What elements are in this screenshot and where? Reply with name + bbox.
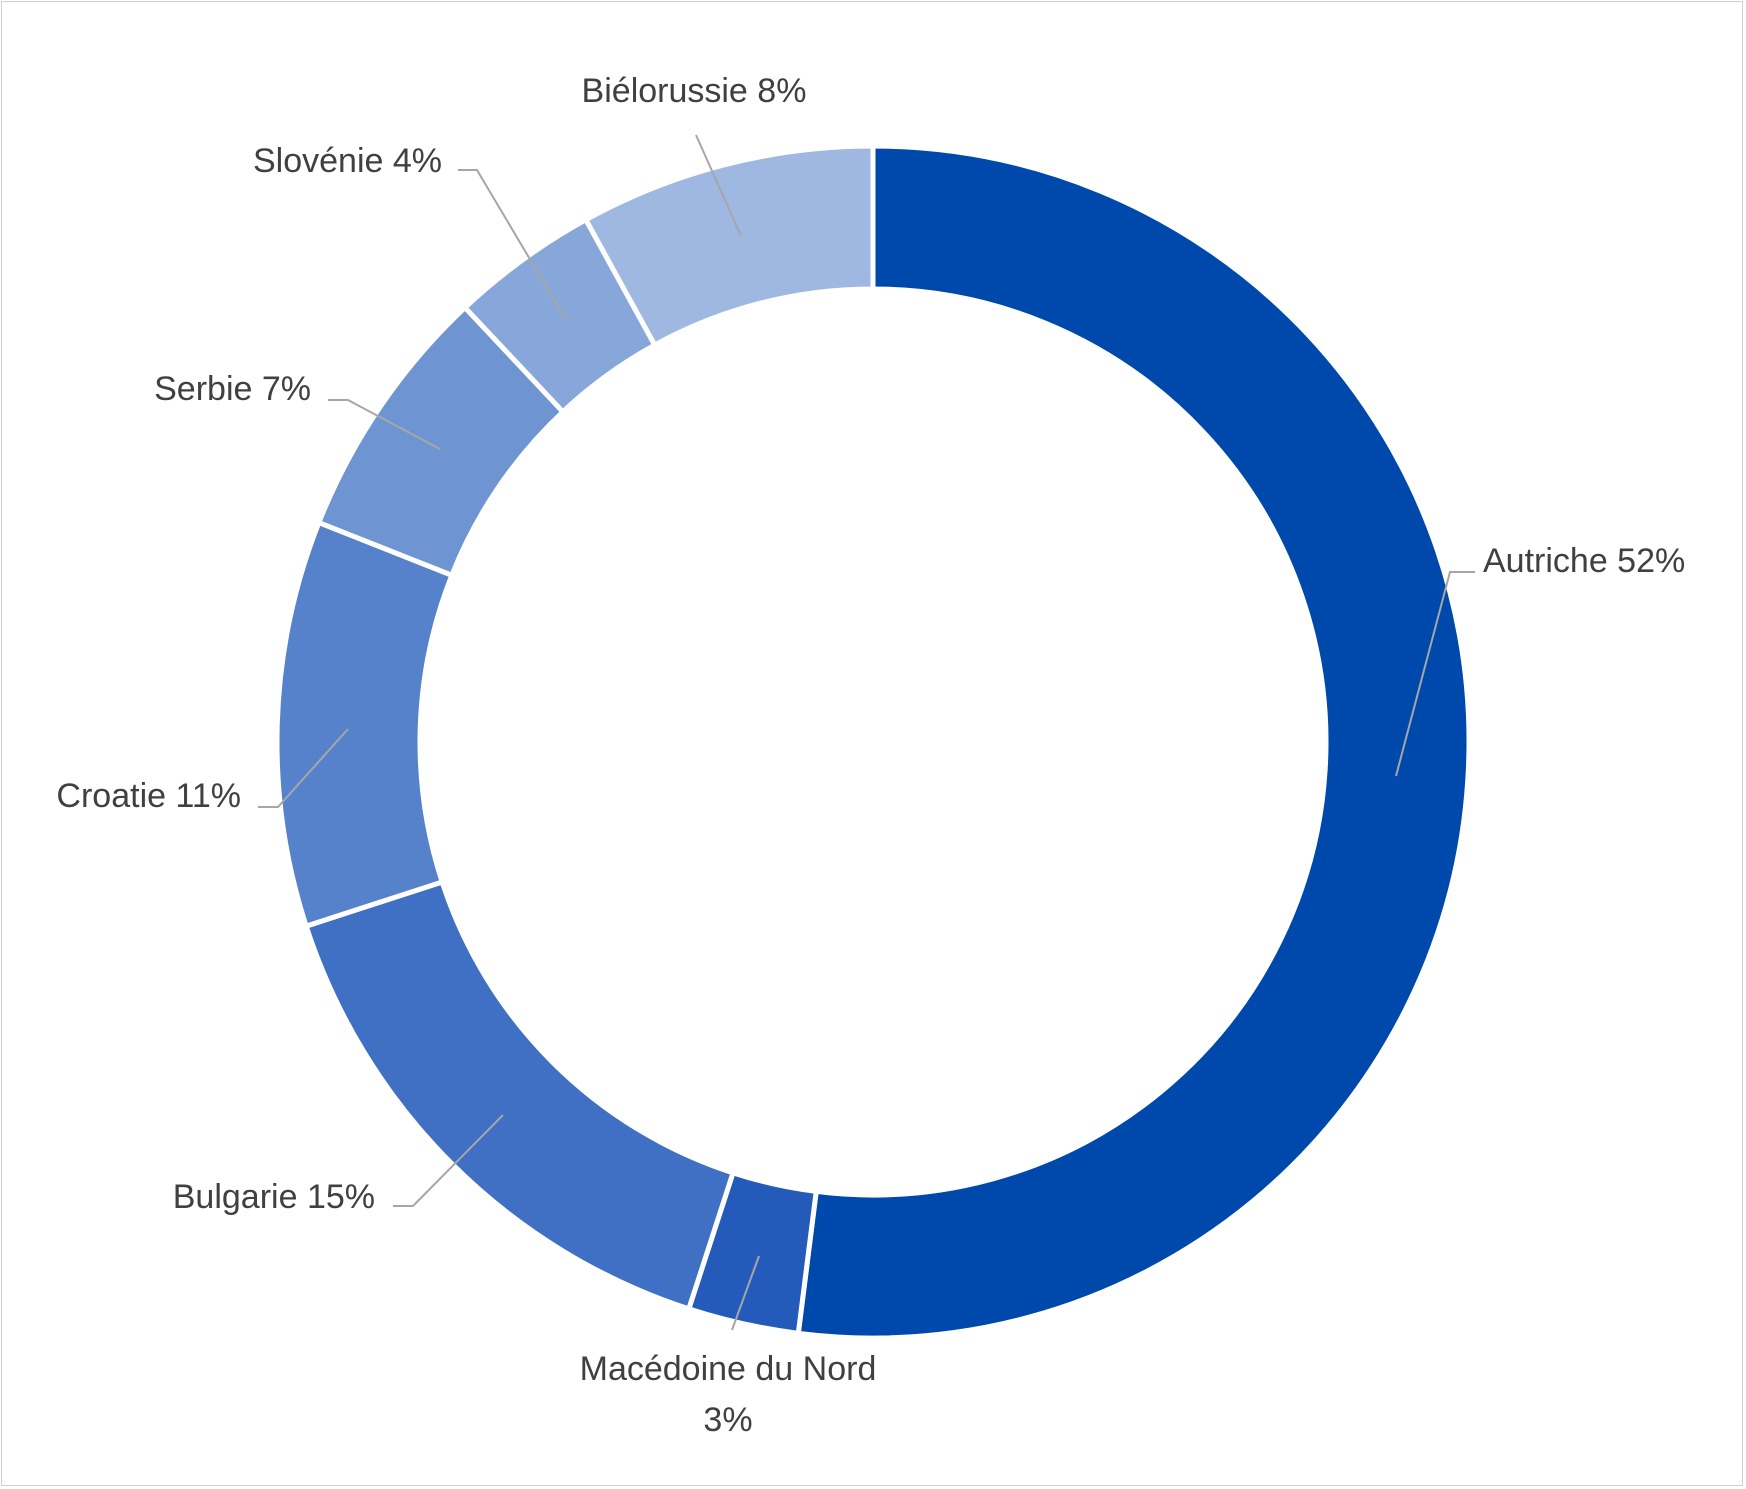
- leader-line-bielorussie: [695, 134, 742, 237]
- data-label-autriche: Autriche 52%: [1483, 542, 1685, 580]
- data-label-bulgarie: Bulgarie 15%: [173, 1178, 375, 1216]
- data-label-value: 3%: [703, 1401, 752, 1439]
- data-label-name: Macédoine du Nord: [580, 1350, 877, 1388]
- donut-slices: [274, 143, 1472, 1341]
- leader-line-bulgarie: [393, 1114, 504, 1207]
- data-label-slovenie: Slovénie 4%: [253, 142, 442, 180]
- leader-line-slovenie: [458, 169, 567, 321]
- leader-lines: [258, 134, 1475, 1331]
- leader-line-autriche: [1395, 571, 1475, 777]
- slice-autriche: [795, 143, 1472, 1341]
- slice-croatie: [274, 519, 456, 930]
- data-label-macedoine-du-nord: Macédoine du Nord 3%: [580, 1350, 877, 1439]
- data-label-bielorussie: Biélorussie 8%: [582, 72, 807, 110]
- data-label-serbie: Serbie 7%: [154, 370, 311, 408]
- data-label-croatie: Croatie 11%: [56, 777, 241, 815]
- leader-line-macedoine-du-nord: [731, 1255, 760, 1331]
- slice-bielorussie: [582, 143, 876, 349]
- slice-bulgarie: [303, 878, 737, 1312]
- leader-line-serbie: [328, 399, 441, 450]
- data-labels: Autriche 52% Macédoine du Nord 3% Bulgarie …: [56, 72, 1685, 1439]
- leader-line-croatie: [258, 728, 349, 808]
